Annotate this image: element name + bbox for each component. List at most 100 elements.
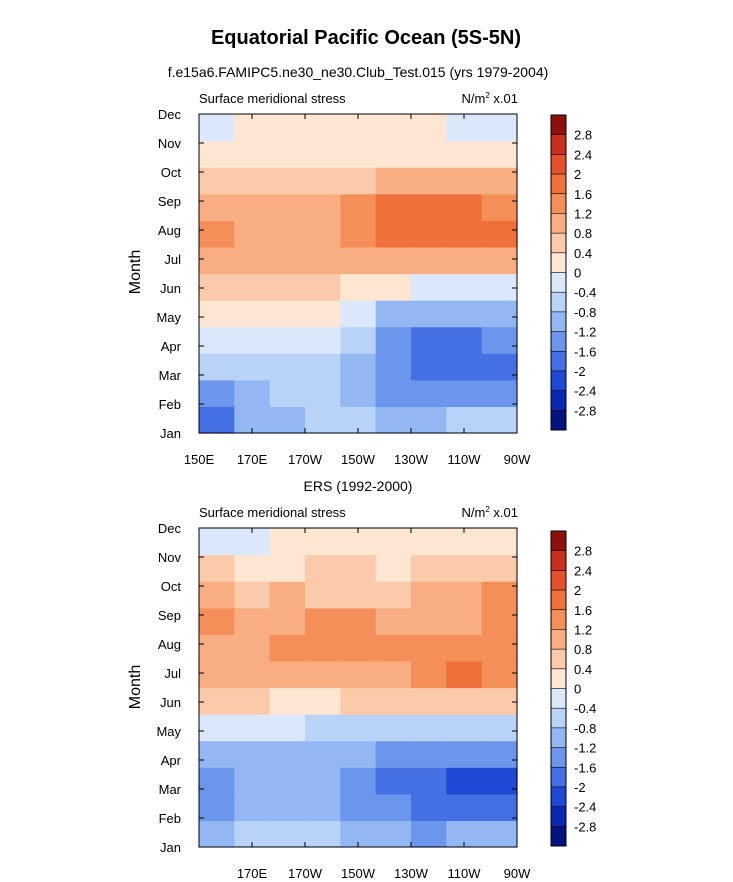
colorbar-2: 2.8 2.4 2 1.6 1.2 0.8 0.4 0 -0.4 -0.8 -1.2 -1.6 -2 -2… [550,530,596,847]
heatmap-cell [199,714,235,742]
heatmap-cell [375,634,412,662]
colorbar-label: -2.8 [574,403,596,418]
heatmap-cell [411,740,447,768]
colorbar-swatch [551,252,566,273]
heatmap-cell [269,607,306,635]
colorbar-label: 0.8 [574,226,592,241]
panel-model: f.e15a6.FAMIPC5.ne30_ne30.Club_Test.015 … [127,64,548,467]
heatmap-cell [234,581,271,609]
heatmap-cell [375,246,412,275]
heatmap-cell [340,581,377,609]
colorbar-label: -0.8 [574,305,596,320]
heatmap-cell [375,193,412,221]
colorbar-label: 1.2 [574,622,592,637]
heatmap-cell [305,114,341,142]
colorbar-swatch [551,410,566,431]
heatmap-cell [446,353,483,381]
x-ticks: 170E 170W 150W 130W 110W 90W [237,528,531,881]
heatmap-cell [199,326,235,354]
y-tick-label: Nov [158,136,182,151]
heatmap-cell [199,687,235,715]
colorbar-swatch [551,727,566,748]
colorbar-swatch [551,649,566,670]
heatmap-cell [375,220,412,248]
heatmap-cell [446,660,483,689]
heatmap-cell [340,767,377,795]
heatmap-cell [446,220,483,248]
heatmap-cell [446,273,483,301]
y-tick-label: Jul [164,666,181,681]
heatmap-cell [481,767,518,795]
heatmap-cell [411,528,447,556]
colorbar-swatch [551,331,566,352]
heatmap-cell [375,300,412,328]
heatmap-cell [199,406,235,434]
heatmap-cell [481,581,518,609]
colorbar-label: 0.4 [574,662,592,677]
y-tick-label: Apr [161,339,182,354]
x-tick-label: 110W [448,866,482,881]
heatmap-cell [340,714,377,742]
y-tick-label: Oct [161,165,182,180]
heatmap-cell [411,406,447,434]
colorbar-label: -1.6 [574,760,596,775]
heatmap-cell [340,634,377,662]
heatmap-cell [234,793,271,822]
heatmap-cell [305,528,341,556]
heatmap-cell [234,554,271,582]
heatmap-cell [199,607,235,635]
heatmap-cell [199,660,235,689]
heatmap-cell [446,554,483,582]
heatmap-cell [340,687,377,715]
heatmap-cell [305,634,341,662]
colorbar-swatch [551,550,566,571]
heatmap-cell [446,300,483,328]
heatmap-cell [375,767,412,795]
heatmap-cell [411,246,447,275]
heatmap-cell [199,167,235,195]
heatmap-cell [481,140,518,168]
colorbar-swatch [551,272,566,293]
heatmap-cell [269,246,306,275]
colorbar-label: -2 [574,780,586,795]
y-axis-label: Month [127,250,144,294]
heatmap-cell [305,714,341,742]
heatmap-cell [305,687,341,715]
colorbar-swatch [551,688,566,709]
colorbar-swatch [551,390,566,411]
heatmap-cell [481,193,518,221]
heatmap-cell [446,167,483,195]
colorbar-label: 2.8 [574,128,592,143]
heatmap-cell [269,273,306,301]
colorbar-label: 2.4 [574,147,592,162]
heatmap-cell [234,714,271,742]
colorbar-swatch [551,629,566,650]
heatmap-cell [269,114,306,142]
heatmap-cell [234,353,271,381]
colorbar-label: 2 [574,167,581,182]
heatmap-cell [305,167,341,195]
x-tick-label: 130W [394,452,429,467]
heatmap-cell [375,660,412,689]
heatmap-cell [305,246,341,275]
colorbar-label: -2 [574,364,586,379]
heatmap-cell [446,581,483,609]
heatmap-cell [199,767,235,795]
y-ticks: Jan Feb Mar Apr May Jun Jul Aug Sep Oct Nov Dec [156,107,517,441]
heatmap-cell [375,793,412,822]
colorbar-swatch [551,154,566,175]
heatmap-cell [269,554,306,582]
y-tick-label: Jul [164,252,181,267]
panel-subtitle: f.e15a6.FAMIPC5.ne30_ne30.Club_Test.015 … [168,64,549,80]
heatmap-cell [481,220,518,248]
colorbar-label: -0.4 [574,285,596,300]
heatmap-cell [199,114,235,142]
heatmap-cell [375,581,412,609]
heatmap-cell [375,167,412,195]
heatmap-cell [481,660,518,689]
heatmap-cell [375,714,412,742]
y-tick-label: Aug [158,637,181,652]
heatmap-cell [234,273,271,301]
heatmap-cell [234,767,271,795]
